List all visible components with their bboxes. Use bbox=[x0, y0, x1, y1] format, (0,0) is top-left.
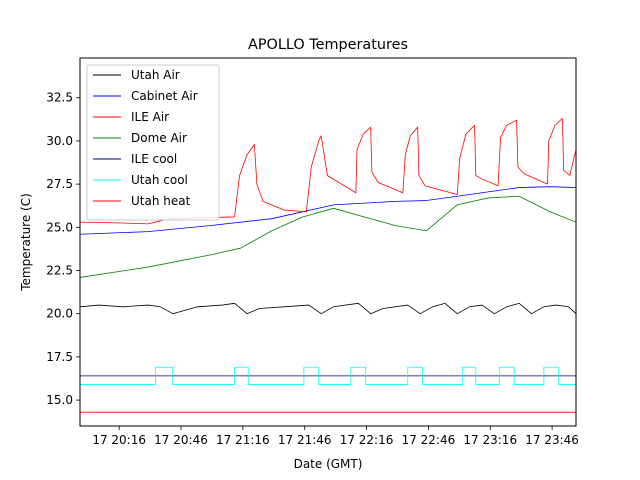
legend-entry-label: Dome Air bbox=[131, 131, 187, 145]
legend-entry-label: Utah cool bbox=[131, 173, 188, 187]
series-line-ile-air bbox=[80, 118, 576, 225]
x-tick-label: 17 22:16 bbox=[340, 433, 394, 447]
legend-entry-label: Utah heat bbox=[131, 194, 191, 208]
legend-entry-label: Utah Air bbox=[131, 68, 180, 82]
x-axis-label: Date (GMT) bbox=[294, 457, 363, 471]
legend-entry-label: ILE Air bbox=[131, 110, 169, 124]
legend: Utah Air Cabinet Air ILE Air Dome Air ILE co… bbox=[86, 64, 220, 221]
chart-title: APOLLO Temperatures bbox=[248, 37, 408, 53]
legend-box bbox=[86, 64, 220, 221]
series-line-utah-air bbox=[80, 302, 576, 315]
x-tick-label: 17 20:46 bbox=[154, 433, 208, 447]
x-axis-ticks: 17 20:16 17 20:46 17 21:16 17 21:46 17 22:16… bbox=[92, 426, 579, 447]
y-tick-label: 20.0 bbox=[46, 307, 73, 321]
y-tick-label: 25.0 bbox=[46, 220, 73, 234]
y-tick-label: 30.0 bbox=[46, 134, 73, 148]
series-line-dome-air bbox=[80, 195, 576, 278]
y-tick-label: 27.5 bbox=[46, 177, 73, 191]
x-tick-label: 17 23:46 bbox=[525, 433, 579, 447]
legend-entry-label: ILE cool bbox=[131, 152, 177, 166]
series-line-utah-cool bbox=[80, 366, 576, 385]
x-tick-label: 17 21:16 bbox=[216, 433, 270, 447]
series-line-cabinet-air bbox=[80, 186, 576, 235]
x-tick-label: 17 22:46 bbox=[402, 433, 456, 447]
plot-frame bbox=[79, 57, 577, 427]
series-layer bbox=[80, 118, 576, 413]
y-axis-ticks: 15.0 17.5 20.0 22.5 25.0 27.5 30.0 32.5 bbox=[46, 91, 80, 407]
y-tick-label: 17.5 bbox=[46, 350, 73, 364]
y-tick-label: 22.5 bbox=[46, 264, 73, 278]
legend-entry-label: Cabinet Air bbox=[131, 89, 198, 103]
y-axis-label: Temperature (C) bbox=[19, 193, 33, 292]
y-tick-label: 32.5 bbox=[46, 91, 73, 105]
x-tick-label: 17 23:16 bbox=[463, 433, 517, 447]
y-tick-label: 15.0 bbox=[46, 393, 73, 407]
x-tick-label: 17 21:46 bbox=[278, 433, 332, 447]
x-tick-label: 17 20:16 bbox=[92, 433, 146, 447]
